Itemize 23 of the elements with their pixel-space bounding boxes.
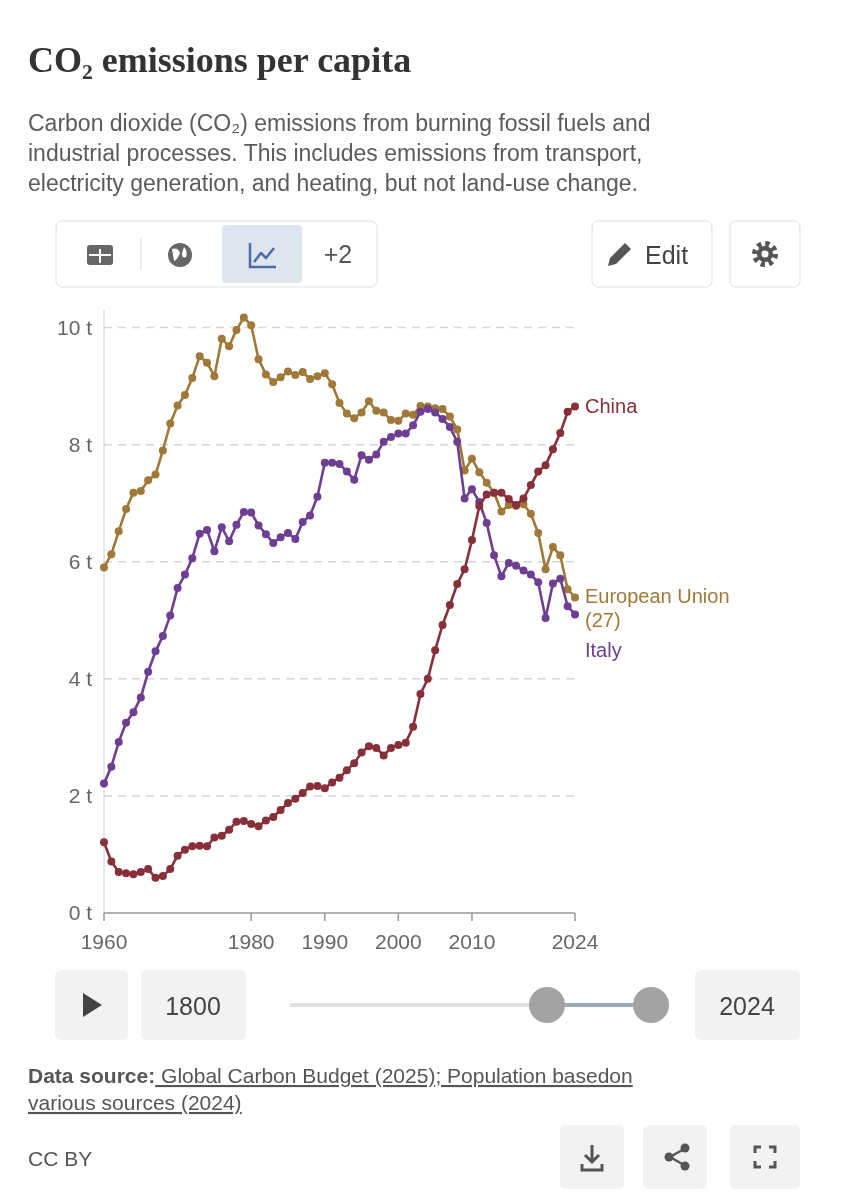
- x-tick-label: 1980: [227, 930, 275, 953]
- y-tick-label: 4 t: [68, 667, 93, 691]
- text: +2: [323, 240, 353, 268]
- chart-title: CO₂ emissions per capita: [28, 40, 412, 80]
- y-tick-label: 2 t: [68, 784, 93, 808]
- text: CC BY: [28, 1147, 93, 1170]
- x-tick-label: 1990: [301, 930, 349, 953]
- chart-subtitle: Carbon dioxide (CO₂) emissions from burning fossil fuels and industrial processes. This includes emissions from transport, electricity generation, and heating, but not land-use change.: [28, 110, 651, 196]
- y-tick-label: 8 t: [68, 433, 93, 456]
- x-tick-label: 2000: [375, 930, 422, 953]
- series-label: Italy: [585, 639, 622, 662]
- y-tick-label: 10 t: [56, 315, 93, 339]
- text: Edit: [645, 241, 689, 269]
- y-tick-label: 0 t: [68, 901, 93, 925]
- x-tick-label: 1960: [80, 930, 128, 953]
- series-label: China: [585, 394, 639, 417]
- text: 2024: [719, 992, 775, 1020]
- x-tick-label: 2010: [448, 930, 496, 953]
- y-tick-label: 6 t: [68, 550, 93, 574]
- x-tick-label: 2024: [551, 930, 599, 953]
- series-label: European Union (27): [585, 585, 730, 632]
- source-note: Data source: Global Carbon Budget (2025); Population basedon various sources (2024): [28, 1064, 633, 1114]
- text: 1800: [165, 992, 221, 1020]
